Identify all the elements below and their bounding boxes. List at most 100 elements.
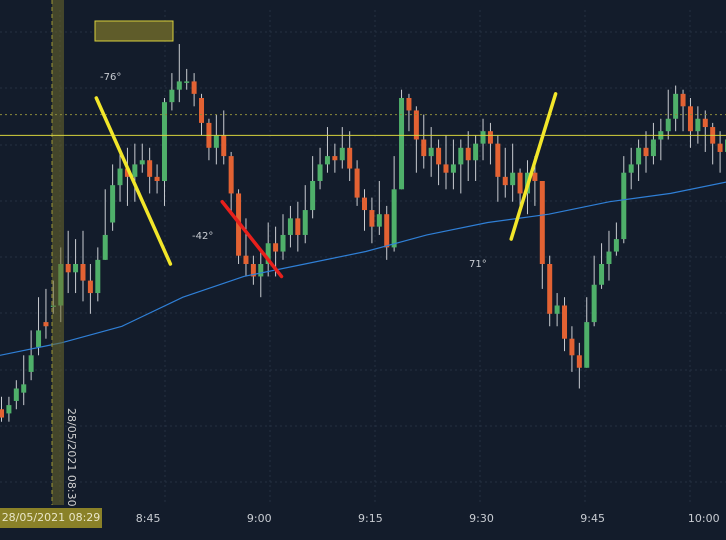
candle-body [510,172,516,186]
candle-body [643,147,649,157]
candle-body [21,384,27,393]
candle-body [362,197,367,211]
candle-body [517,172,523,194]
candle-body [687,106,693,132]
candles [0,44,726,422]
candle-body [650,139,656,157]
trendline-angle-label-1: -76° [100,72,122,83]
candle-body [302,210,308,235]
candle-body [287,218,293,235]
candle-body [332,156,338,161]
candle-body [13,388,19,401]
cursor-date-label: 28/05/2021 08:29 [0,508,102,528]
candle-body [258,264,264,277]
candle-body [613,239,619,252]
candle-body [695,118,701,132]
candle-body [324,156,330,165]
candle-body [265,243,271,264]
highlight-band [52,0,64,505]
candle-body [599,264,605,285]
candle-body [717,143,723,152]
candle-body [399,98,405,190]
candle-body [65,264,71,273]
candle-body [636,147,642,165]
candle-body [436,147,442,165]
candle-body [154,176,160,181]
candle-body [376,214,382,227]
trendline-1 [94,96,173,266]
candle-body [280,234,286,252]
moving-average-line [0,181,726,356]
candle-body [428,147,434,157]
candle-body [665,118,671,132]
selection-box [94,20,174,42]
trendline-2 [220,200,284,279]
candle-body [102,234,108,260]
candle-body [139,160,145,165]
candle-body [569,338,575,356]
candle-body [243,255,249,264]
candle-body [465,147,471,161]
candle-body [6,405,12,414]
candle-body [117,168,123,186]
candle-body [199,98,205,123]
candle-body [680,93,686,107]
candle-body [413,110,419,140]
candle-body [591,284,597,323]
candle-body [317,164,323,181]
candle-body [87,280,93,294]
candle-body [628,164,634,173]
candle-body [273,243,279,252]
candle-body [539,181,545,264]
x-axis-tick-label: 9:00 [247,512,272,525]
candle-body [502,176,508,186]
candle-body [480,131,486,144]
candle-body [169,89,175,103]
candle-body [487,131,493,144]
candle-body [532,172,538,181]
candle-body [0,409,4,418]
candle-body [421,139,427,157]
candle-body [702,118,708,128]
candle-body [354,168,360,198]
candle-body [228,156,234,194]
candle-body [384,214,390,248]
trendline-angle-label-2: -42° [192,231,214,242]
candle-body [295,218,301,235]
x-axis-background [0,505,726,540]
trendline-3 [509,92,558,241]
candle-body [406,98,412,111]
candle-body [161,102,167,181]
candle-body [221,135,227,157]
candle-body [191,81,197,94]
x-axis-tick-label: 9:30 [469,512,494,525]
candle-body [673,93,679,119]
candle-body [110,185,116,223]
candle-body [132,164,138,177]
x-axis-tick-label: 8:45 [136,512,161,525]
candle-body [73,264,79,273]
candle-body [176,81,182,90]
candle-body [576,355,582,368]
candle-body [339,147,345,161]
candle-body [43,322,49,327]
candle-body [95,259,101,294]
candle-body [443,164,449,173]
candle-body [184,81,190,83]
candle-body [458,147,464,165]
candle-body [213,135,219,148]
trendline-angle-label-3: 71° [469,259,487,270]
candle-body [473,143,479,161]
candle-body [562,305,568,339]
x-axis: 8:45 9:00 9:15 9:30 9:45 10:00 [0,505,726,540]
x-axis-tick-label: 9:15 [358,512,383,525]
candle-body [80,264,86,281]
candle-body [310,181,316,211]
x-axis-tick-label: 10:00 [688,512,720,525]
candle-body [621,172,627,240]
candle-body [495,143,501,177]
candle-body [147,160,153,177]
x-axis-tick-label: 9:45 [580,512,605,525]
